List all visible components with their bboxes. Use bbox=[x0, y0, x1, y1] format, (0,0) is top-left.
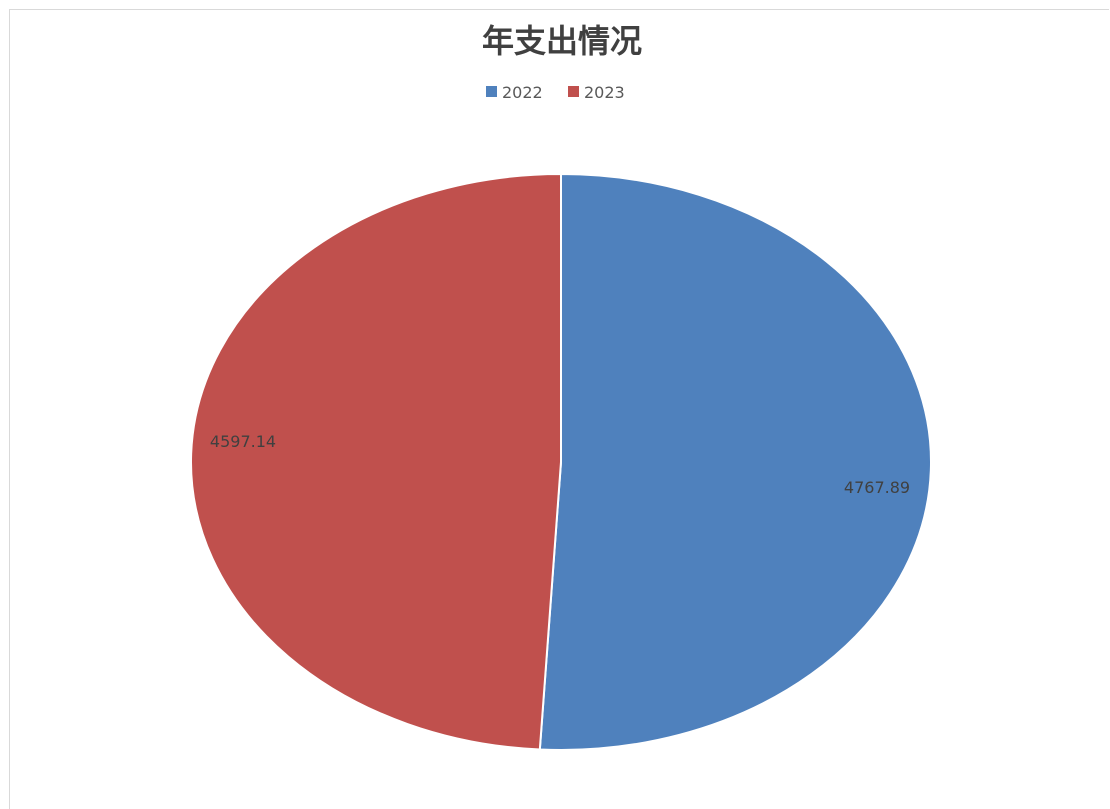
chart-title: 年支出情况 bbox=[482, 22, 642, 60]
legend-label-2022: 2022 bbox=[502, 83, 543, 102]
legend-swatch-2023 bbox=[568, 86, 579, 97]
data-label-2023: 4597.14 bbox=[210, 432, 276, 451]
legend-label-2023: 2023 bbox=[584, 83, 625, 102]
legend-swatch-2022 bbox=[486, 86, 497, 97]
data-label-2022: 4767.89 bbox=[844, 478, 910, 497]
pie-slice-2023 bbox=[190, 172, 562, 751]
pie-slices bbox=[190, 172, 932, 751]
pie-slice-2022 bbox=[538, 172, 932, 751]
legend: 2022 2023 bbox=[486, 83, 625, 102]
